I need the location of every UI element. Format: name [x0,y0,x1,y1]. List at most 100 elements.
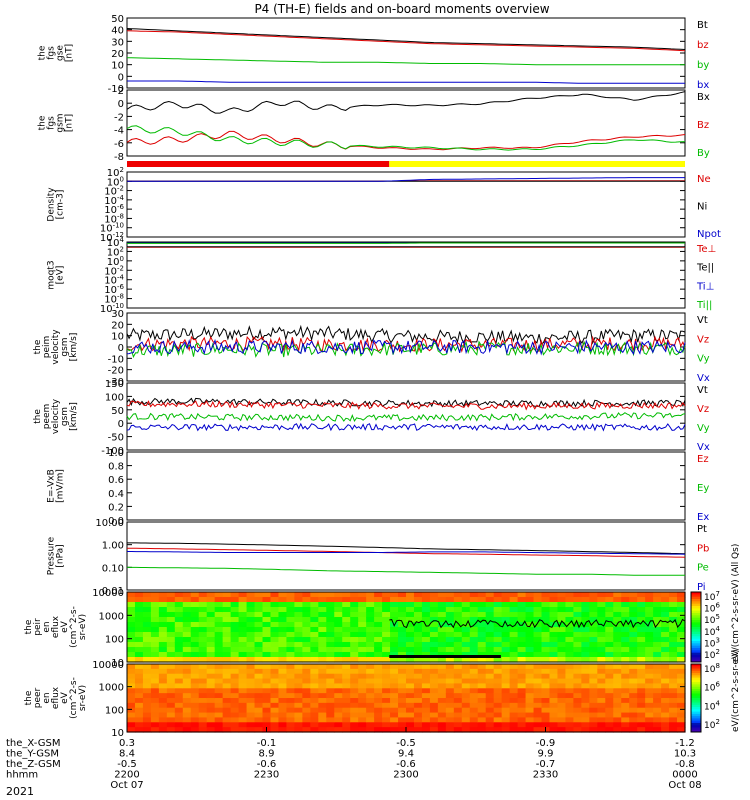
spectrogram-cell [278,617,288,623]
spectrogram-cell [477,693,487,699]
spectrogram-cell [653,717,662,723]
spectrogram-cell [509,642,519,648]
spectrogram-cell [182,664,192,670]
spectrogram-cell [477,652,487,658]
spectrogram-cell [374,722,383,728]
spectrogram-cell [190,678,200,685]
colorbar-label: eV/(cm^2-s-sr-eV) [731,649,741,732]
spectrogram-cell [677,702,686,709]
spectrogram-cell [262,722,272,728]
spectrogram-cell [573,647,582,653]
colorbar-cell [691,627,701,630]
spectrogram-cell [222,607,232,613]
spectrogram-cell [549,607,559,613]
spectrogram-cell [613,717,622,723]
series-line-peem-velocity-1 [126,400,686,411]
spectrogram-cell [581,702,590,709]
spectrogram-cell [493,688,503,694]
spectrogram-cell [382,693,391,699]
spectrogram-cell [645,673,654,680]
spectrogram-cell [605,632,614,638]
spectrogram-cell [493,642,503,648]
spectrogram-cell [158,727,168,733]
spectrogram-cell [485,627,495,633]
spectrogram-cell [485,607,495,613]
spectrogram-cell [286,597,295,603]
x-tick-label: 2200 [114,770,139,781]
spectrogram-cell [653,647,662,653]
y-axis-label: the [38,45,48,60]
spectrogram-cell [158,637,168,643]
spectrogram-cell [525,607,535,613]
spectrogram-cell [557,722,567,728]
spectrogram-cell [206,647,216,653]
spectrogram-cell [326,647,335,653]
spectrogram-cell [182,712,192,719]
spectrogram-cell [262,612,272,618]
spectrogram-cell [637,612,646,618]
spectrogram-cell [517,652,527,658]
spectrogram-cell [358,652,367,658]
spectrogram-cell [661,717,670,723]
colorbar-cell [691,716,701,719]
spectrogram-cell [549,642,559,648]
series-line-fgs-gsm-0 [126,91,686,114]
spectrogram-cell [166,678,176,685]
x-tick-label: 2230 [254,770,279,781]
spectrogram-cell [190,683,200,689]
spectrogram-cell [637,627,646,633]
spectrogram-cell [517,642,527,648]
spectrogram-cell [533,712,543,719]
spectrogram-cell [501,688,511,694]
spectrogram-cell [661,702,670,709]
y-axis-label: velocity [51,329,61,365]
spectrogram-cell [677,717,686,723]
spectrogram-cell [326,678,335,685]
colorbar-cell [691,693,701,697]
spectrogram-cell [127,607,136,613]
spectrogram-trace [389,618,686,629]
spectrogram-cell [621,617,630,623]
spectrogram-cell [645,612,654,618]
spectrogram-cell [134,717,144,723]
spectrogram-cell [302,722,311,728]
spectrogram-cell [589,617,598,623]
spectrogram-cell [509,702,519,709]
spectrogram-cell [166,647,176,653]
spectrogram-cell [605,727,614,733]
spectrogram-cell [142,612,152,618]
spectrogram-cell [142,597,152,603]
spectrogram-cell [270,673,280,680]
spectrogram-cell [246,627,256,633]
spectrogram-cell [469,602,479,608]
legend-entry: Npot [697,229,721,240]
spectrogram-cell [501,632,511,638]
spectrogram-cell [142,727,152,733]
spectrogram-cell [509,707,519,714]
spectrogram-cell [334,617,343,623]
spectrogram-cell [429,717,439,723]
spectrogram-cell [517,664,527,670]
colorbar-cell [691,622,701,626]
x-tick-label: -0.9 [536,738,556,749]
spectrogram-cell [461,647,471,653]
y-axis-label: en [42,621,52,632]
spectrogram-cell [294,657,303,663]
spectrogram-cell [669,647,678,653]
spectrogram-cell [677,627,686,633]
spectrogram-cell [254,642,264,648]
y-tick-label: 10 [111,658,124,669]
y-tick-label: 100 [105,392,124,403]
y-axis-label: [nT] [65,114,75,132]
spectrogram-cell [182,688,192,694]
spectrogram-cell [453,683,463,689]
spectrogram-cell [629,642,638,648]
spectrogram-cell [366,612,375,618]
spectrogram-cell [127,597,136,603]
spectrogram-cell [310,668,319,675]
spectrogram-cell [358,637,367,643]
spectrogram-cell [629,668,638,675]
spectrogram-cell [413,602,423,608]
spectrogram-cell [398,637,407,643]
spectrogram-cell [565,637,574,643]
